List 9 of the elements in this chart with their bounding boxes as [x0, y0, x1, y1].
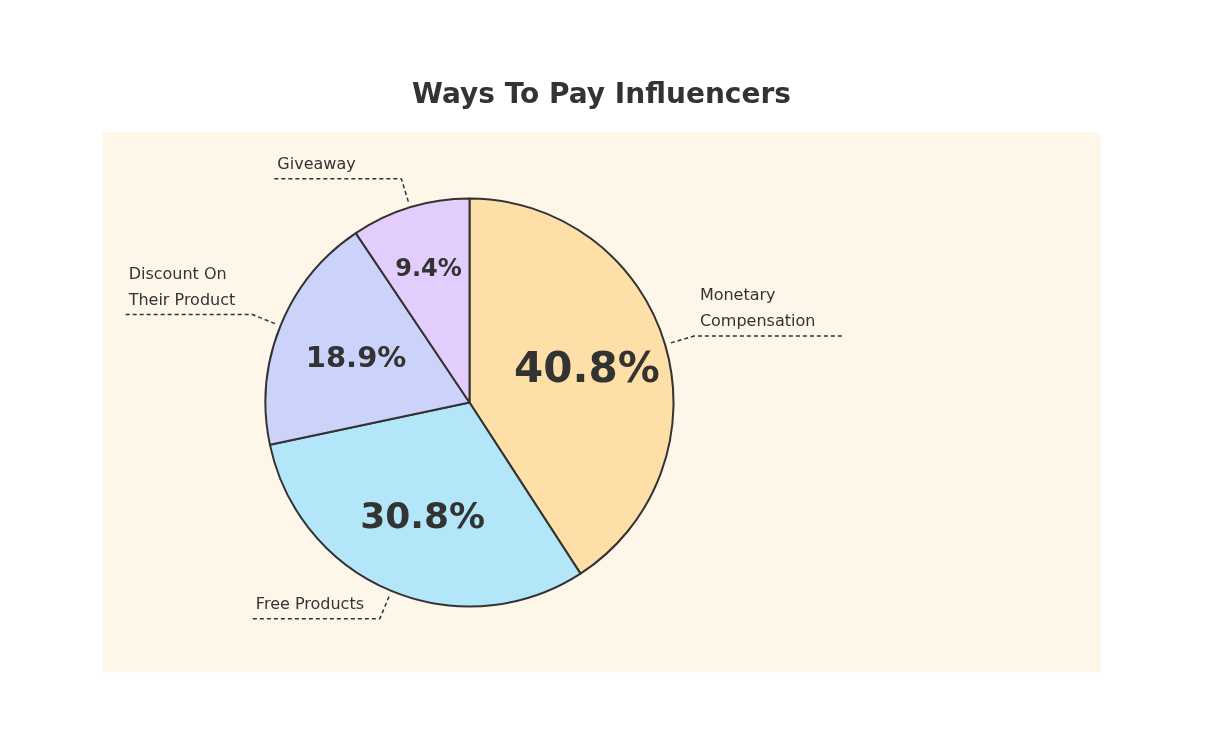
data-label: 30.8% — [360, 495, 486, 537]
slice-label: Discount On Their Product — [127, 263, 236, 309]
slice-label: Giveaway — [277, 153, 356, 173]
slice-label: Free Products — [255, 593, 364, 613]
chart-title: Ways To Pay Influencers — [412, 77, 791, 110]
data-label: 18.9% — [305, 339, 407, 374]
data-label: 9.4% — [395, 253, 462, 282]
data-label: 40.8% — [514, 343, 660, 393]
slice-label: Monetary Compensation — [699, 285, 816, 331]
